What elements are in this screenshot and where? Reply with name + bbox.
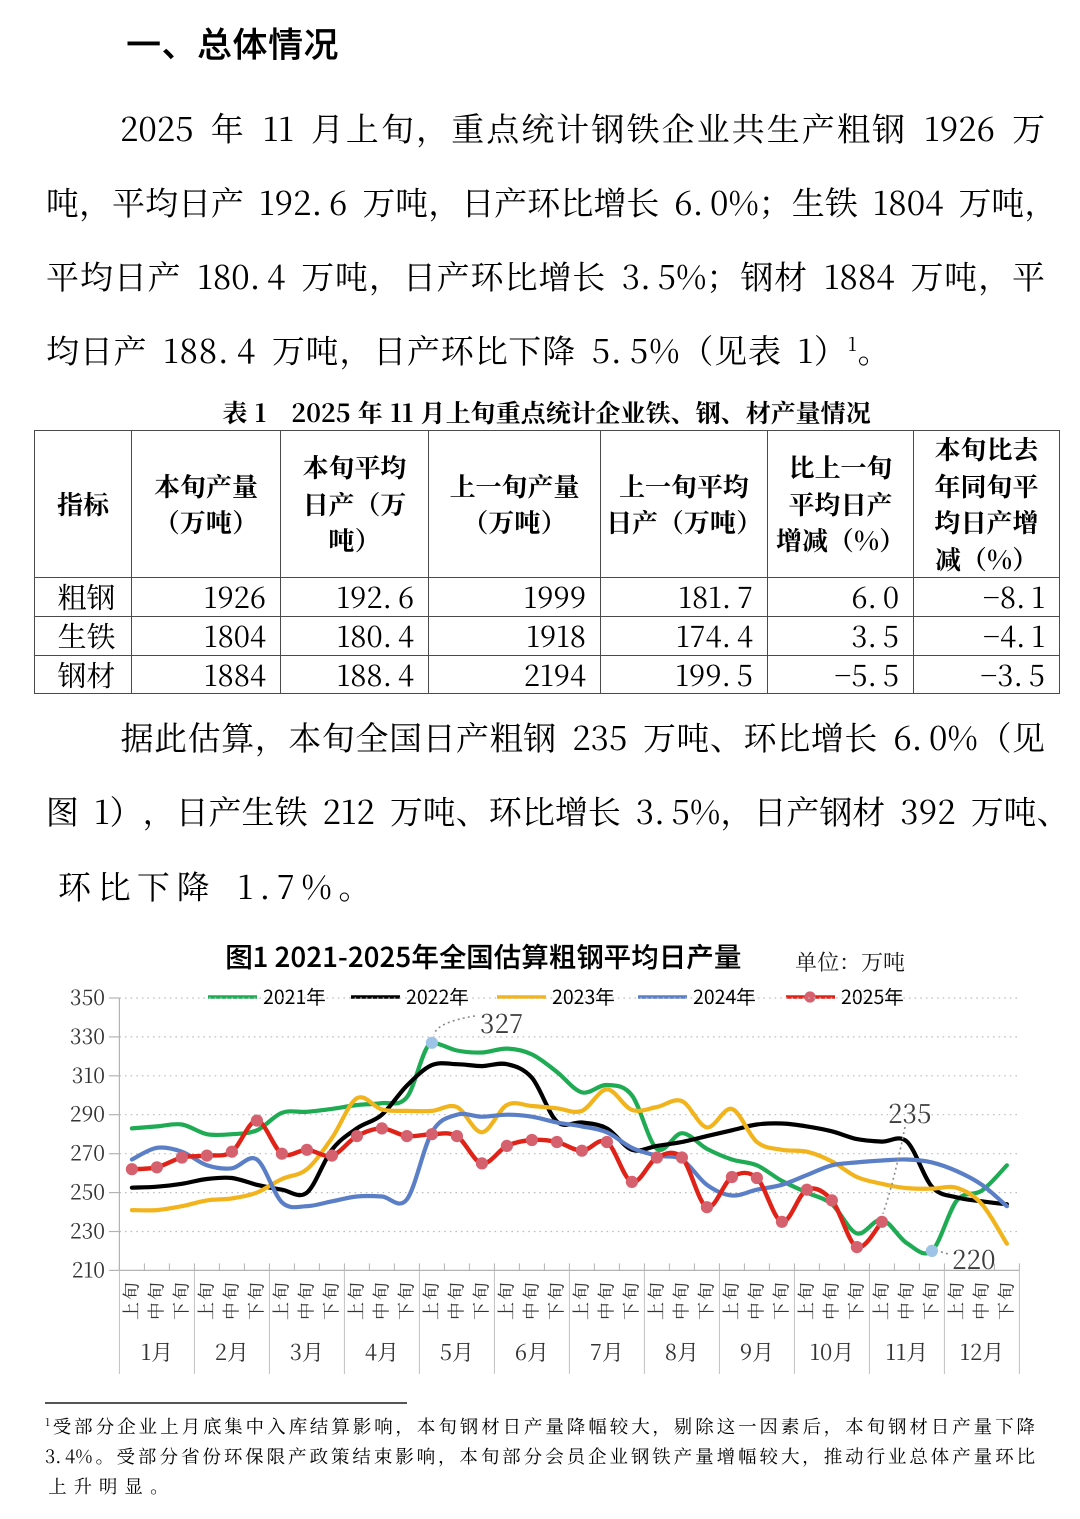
svg-text:下旬: 下旬: [992, 1280, 1018, 1320]
svg-text:上旬: 上旬: [492, 1280, 518, 1320]
svg-text:3月: 3月: [290, 1336, 324, 1367]
svg-text:4月: 4月: [365, 1336, 399, 1367]
svg-text:下旬: 下旬: [692, 1280, 718, 1320]
svg-text:2021年: 2021年: [263, 981, 326, 1010]
svg-text:1月: 1月: [141, 1336, 173, 1367]
svg-text:上旬: 上旬: [342, 1280, 368, 1320]
svg-text:上旬: 上旬: [642, 1280, 668, 1320]
svg-text:230: 230: [70, 1216, 105, 1246]
svg-text:上旬: 上旬: [192, 1280, 218, 1320]
svg-text:310: 310: [72, 1060, 105, 1090]
svg-text:下旬: 下旬: [167, 1280, 193, 1320]
svg-text:9月: 9月: [740, 1336, 774, 1367]
svg-text:2025年: 2025年: [841, 981, 904, 1010]
svg-text:中旬: 中旬: [517, 1280, 543, 1320]
svg-text:单位：万吨: 单位：万吨: [795, 946, 905, 977]
svg-text:2月: 2月: [215, 1336, 249, 1367]
svg-text:7月: 7月: [590, 1336, 624, 1367]
svg-text:上旬: 上旬: [867, 1280, 893, 1320]
svg-text:中旬: 中旬: [742, 1280, 768, 1320]
svg-text:下旬: 下旬: [617, 1280, 643, 1320]
svg-text:上旬: 上旬: [717, 1280, 743, 1320]
svg-text:2023年: 2023年: [552, 981, 615, 1010]
svg-text:中旬: 中旬: [292, 1280, 318, 1320]
svg-text:中旬: 中旬: [817, 1280, 843, 1320]
svg-text:2024年: 2024年: [693, 981, 756, 1010]
svg-text:250: 250: [70, 1177, 105, 1207]
svg-text:下旬: 下旬: [542, 1280, 568, 1320]
svg-text:220: 220: [952, 1240, 996, 1277]
svg-text:11月: 11月: [886, 1336, 929, 1367]
svg-text:327: 327: [480, 1004, 523, 1041]
svg-text:290: 290: [70, 1099, 105, 1129]
svg-text:上旬: 上旬: [117, 1280, 143, 1320]
svg-text:中旬: 中旬: [367, 1280, 393, 1320]
svg-text:6月: 6月: [515, 1336, 549, 1367]
svg-text:中旬: 中旬: [217, 1280, 243, 1320]
svg-text:图1 2021-2025年全国估算粗钢平均日产量: 图1 2021-2025年全国估算粗钢平均日产量: [225, 935, 741, 975]
svg-text:下旬: 下旬: [242, 1280, 268, 1320]
svg-text:下旬: 下旬: [842, 1280, 868, 1320]
svg-text:8月: 8月: [665, 1336, 699, 1367]
svg-text:中旬: 中旬: [142, 1280, 168, 1320]
svg-text:下旬: 下旬: [317, 1280, 343, 1320]
svg-text:10月: 10月: [810, 1336, 855, 1367]
svg-text:2022年: 2022年: [406, 981, 469, 1010]
svg-text:中旬: 中旬: [967, 1280, 993, 1320]
svg-text:210: 210: [72, 1254, 105, 1284]
svg-text:下旬: 下旬: [392, 1280, 418, 1320]
svg-text:中旬: 中旬: [892, 1280, 918, 1320]
svg-text:上旬: 上旬: [942, 1280, 968, 1320]
svg-text:上旬: 上旬: [792, 1280, 818, 1320]
svg-text:330: 330: [70, 1021, 105, 1051]
svg-text:下旬: 下旬: [917, 1280, 943, 1320]
svg-text:5月: 5月: [440, 1336, 474, 1367]
svg-text:350: 350: [70, 982, 105, 1012]
svg-text:上旬: 上旬: [267, 1280, 293, 1320]
svg-text:上旬: 上旬: [567, 1280, 593, 1320]
svg-text:中旬: 中旬: [592, 1280, 618, 1320]
svg-text:中旬: 中旬: [442, 1280, 468, 1320]
svg-text:下旬: 下旬: [467, 1280, 493, 1320]
svg-text:下旬: 下旬: [767, 1280, 793, 1320]
svg-text:中旬: 中旬: [667, 1280, 693, 1320]
svg-text:270: 270: [70, 1138, 105, 1168]
svg-text:12月: 12月: [960, 1336, 1005, 1367]
svg-text:上旬: 上旬: [417, 1280, 443, 1320]
svg-text:235: 235: [888, 1094, 932, 1131]
